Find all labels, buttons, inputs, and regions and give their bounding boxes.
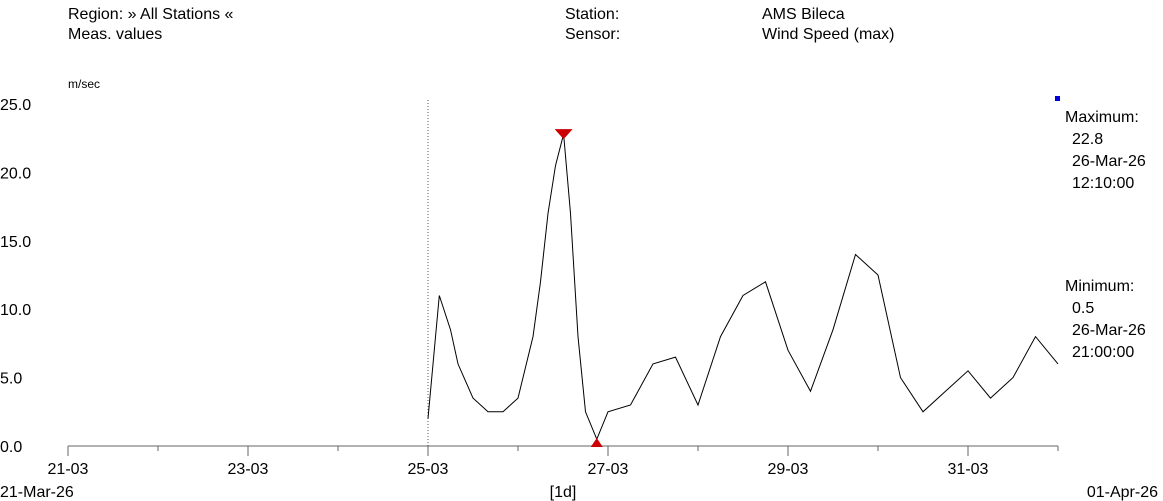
x-end-date-label: 01-Apr-26 — [1087, 484, 1158, 501]
maximum-panel: Maximum: 22.8 26-Mar-26 12:10:00 — [1065, 107, 1146, 195]
x-tick-label: 23-03 — [228, 461, 269, 478]
x-tick-label: 25-03 — [408, 461, 449, 478]
y-axis-ticks: 0.0 5.0 10.0 15.0 20.0 25.0 — [0, 97, 31, 456]
minimum-value: 0.5 — [1072, 300, 1095, 317]
minimum-marker — [590, 438, 603, 447]
y-tick-label: 20.0 — [0, 165, 31, 182]
maximum-date: 26-Mar-26 — [1072, 153, 1146, 170]
station-label: Station: — [565, 6, 620, 23]
minimum-panel: Minimum: 0.5 26-Mar-26 21:00:00 — [1065, 276, 1146, 364]
x-axis-ticks: 21-03 23-03 25-03 27-03 29-03 31-03 — [48, 446, 1059, 478]
y-tick-label: 0.0 — [0, 439, 22, 456]
maximum-value: 22.8 — [1072, 131, 1104, 148]
maximum-marker — [554, 129, 573, 140]
x-tick-label: 31-03 — [948, 461, 989, 478]
maximum-time: 12:10:00 — [1072, 175, 1135, 192]
x-tick-label: 27-03 — [588, 461, 629, 478]
values-label: Meas. values — [68, 26, 163, 43]
sensor-value: Wind Speed (max) — [762, 26, 895, 43]
y-axis-unit-label: m/sec — [68, 77, 100, 91]
minimum-title: Minimum: — [1065, 278, 1135, 295]
x-interval-label: [1d] — [550, 484, 577, 501]
maximum-title: Maximum: — [1065, 109, 1139, 126]
y-tick-label: 10.0 — [0, 302, 31, 319]
sensor-label: Sensor: — [565, 26, 621, 43]
y-tick-label: 5.0 — [0, 371, 22, 388]
legend-square-icon — [1055, 96, 1060, 101]
x-tick-label: 29-03 — [768, 461, 809, 478]
region-label: Region: » All Stations « — [68, 6, 234, 23]
minimum-date: 26-Mar-26 — [1072, 322, 1146, 339]
series-wind-speed-line — [427, 133, 1059, 441]
x-start-date-label: 21-Mar-26 — [0, 484, 74, 501]
y-tick-label: 15.0 — [0, 234, 31, 251]
station-value: AMS Bileca — [762, 6, 845, 23]
x-tick-label: 21-03 — [48, 461, 89, 478]
y-tick-label: 25.0 — [0, 97, 31, 114]
minimum-time: 21:00:00 — [1072, 344, 1135, 361]
